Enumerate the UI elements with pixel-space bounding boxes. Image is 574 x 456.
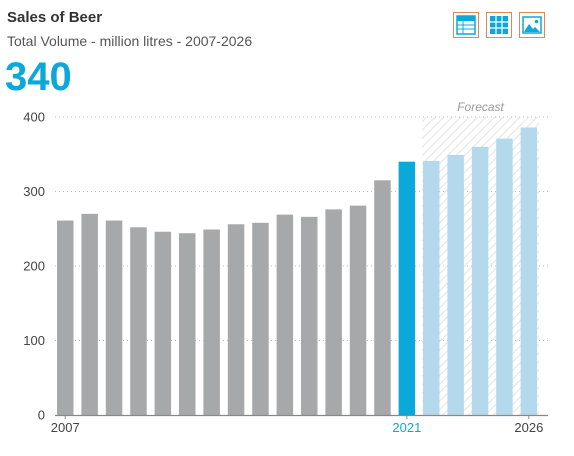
bar-2022[interactable] [423, 160, 440, 415]
bar-2009[interactable] [105, 220, 123, 415]
bar-2026[interactable] [520, 127, 538, 416]
grid-view-button[interactable] [486, 12, 512, 38]
table-icon [456, 15, 476, 35]
bar-2024[interactable] [471, 146, 489, 416]
chart-title: Sales of Beer [7, 9, 103, 26]
bar-2023[interactable] [447, 154, 464, 415]
x-tick-label-2026: 2026 [514, 420, 543, 435]
x-tick-label-2007: 2007 [51, 420, 80, 435]
chart-view-button[interactable] [519, 12, 545, 38]
bar-2010[interactable] [130, 227, 147, 415]
bar-2014[interactable] [227, 224, 245, 415]
bar-2018[interactable] [325, 209, 342, 415]
y-tick-label: 200 [23, 259, 45, 274]
table-view-button[interactable] [453, 12, 479, 38]
bar-2025[interactable] [496, 138, 513, 416]
bar-2020[interactable] [374, 180, 391, 415]
bar-2015[interactable] [252, 222, 269, 415]
bar-2013[interactable] [203, 229, 220, 415]
view-switch [453, 12, 545, 38]
bar-2007[interactable] [57, 220, 74, 415]
y-tick-label: 100 [23, 333, 45, 348]
chart-subtitle: Total Volume - million litres - 2007-202… [7, 33, 253, 49]
bar-2008[interactable] [81, 213, 98, 415]
x-tick-label-2021: 2021 [392, 420, 421, 435]
image-chart-icon [522, 16, 542, 34]
grid-icon [490, 16, 508, 34]
y-tick-label: 400 [23, 110, 45, 125]
bar-2012[interactable] [179, 233, 196, 415]
bar-2016[interactable] [276, 214, 294, 415]
bar-2021[interactable] [398, 161, 416, 415]
bar-2019[interactable] [349, 205, 367, 415]
y-tick-label: 300 [23, 184, 45, 199]
highlight-value: 340 [5, 55, 72, 99]
forecast-label: Forecast [457, 100, 504, 114]
bar-2011[interactable] [154, 231, 172, 415]
bar-2017[interactable] [301, 216, 318, 415]
y-tick-label: 0 [38, 408, 45, 423]
